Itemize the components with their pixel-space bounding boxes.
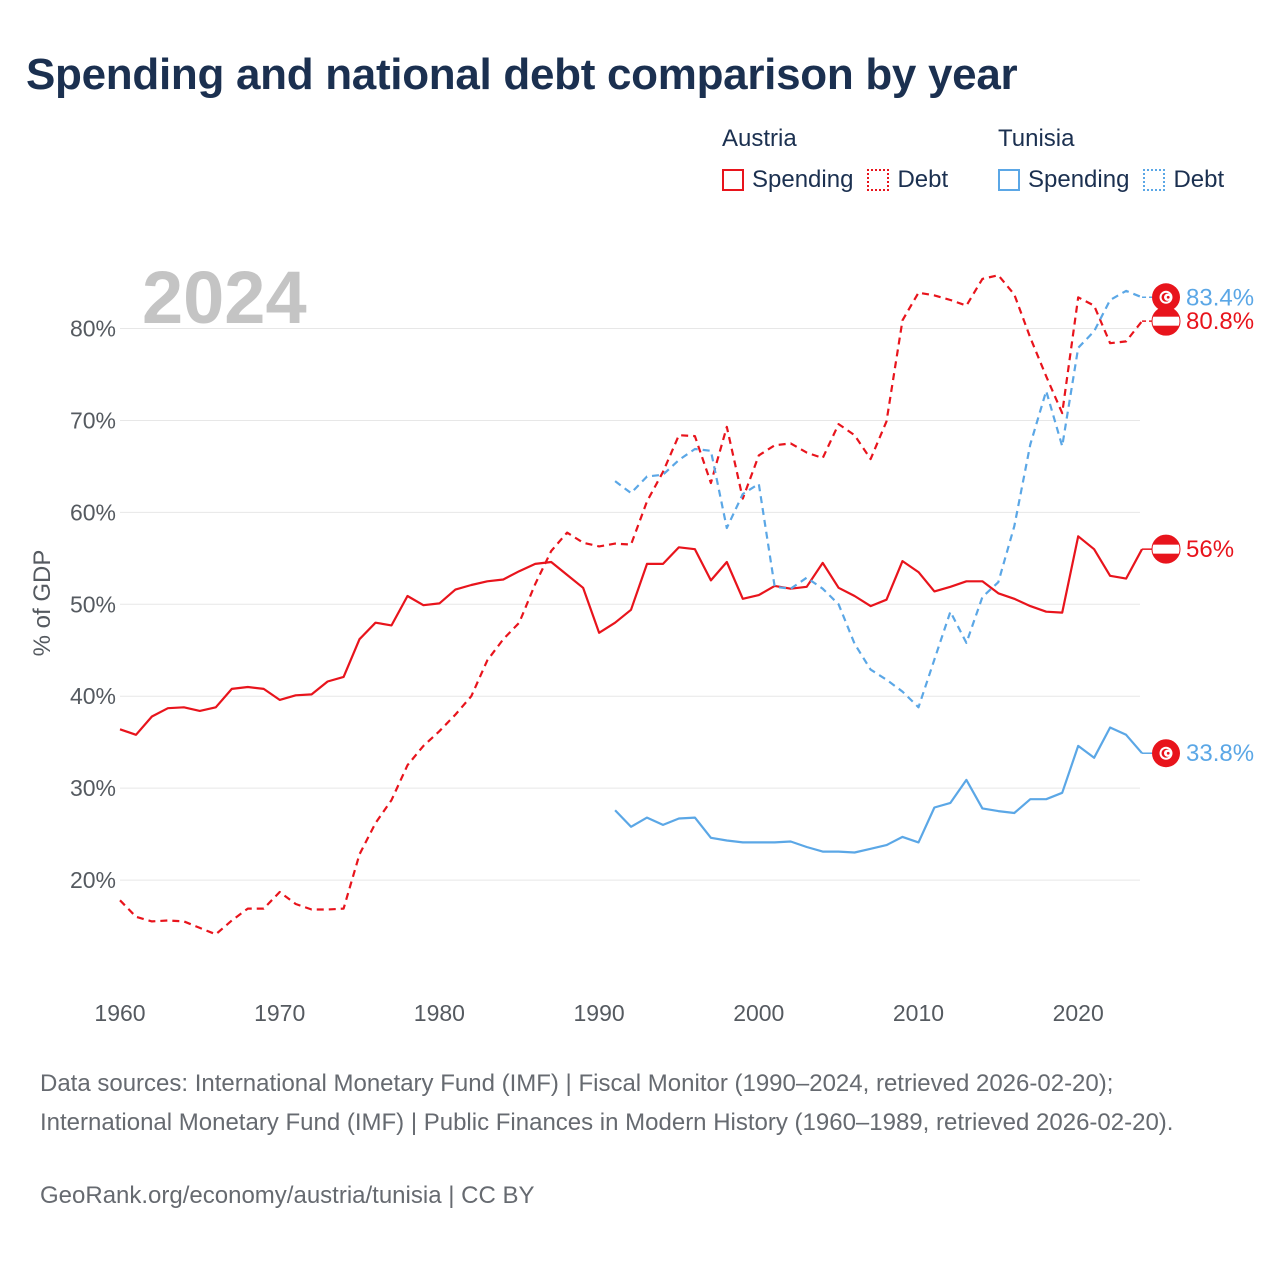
austria-flag-icon xyxy=(1151,534,1181,564)
legend-item-austria-debt[interactable]: Debt xyxy=(867,166,948,194)
legend-label: Spending xyxy=(752,166,854,193)
x-tick-label: 1990 xyxy=(573,1000,624,1026)
legend-label: Spending xyxy=(1028,166,1130,193)
legend-swatch-solid-icon xyxy=(722,169,744,191)
year-watermark: 2024 xyxy=(142,256,307,339)
end-value-label: 83.4% xyxy=(1186,284,1254,311)
series-lines xyxy=(119,274,1143,936)
legend-group-austria: Austria Spending Debt xyxy=(722,124,948,194)
y-tick-label: 70% xyxy=(70,407,116,433)
y-tick-label: 50% xyxy=(70,591,116,617)
legend-item-austria-spending[interactable]: Spending xyxy=(722,166,853,194)
legend-label: Debt xyxy=(897,166,949,193)
legend-group-tunisia: Tunisia Spending Debt xyxy=(998,124,1224,194)
legend-group-name: Austria xyxy=(722,125,797,152)
legend-group-name: Tunisia xyxy=(998,125,1075,152)
y-axis-label: % of GDP xyxy=(29,550,56,657)
x-tick-label: 2010 xyxy=(893,1000,944,1026)
y-tick-label: 20% xyxy=(70,867,116,893)
y-tick-label: 30% xyxy=(70,775,116,801)
x-tick-label: 1980 xyxy=(414,1000,465,1026)
legend-swatch-dotted-icon xyxy=(867,169,890,191)
y-tick-label: 40% xyxy=(70,683,116,709)
series-line-tunisia-debt[interactable] xyxy=(614,289,1143,709)
x-tick-label: 1970 xyxy=(254,1000,305,1026)
y-tick-label: 60% xyxy=(70,499,116,525)
chart-title: Spending and national debt comparison by… xyxy=(26,50,1018,99)
tunisia-flag-icon xyxy=(1152,739,1180,768)
end-value-label: 33.8% xyxy=(1186,740,1254,767)
tunisia-flag-icon xyxy=(1152,283,1180,312)
end-markers: 56% 80.8% 33.8% 83.4% xyxy=(1142,283,1254,768)
austria-flag-icon xyxy=(1151,306,1181,336)
legend-swatch-solid-icon xyxy=(998,169,1020,191)
x-tick-label: 2000 xyxy=(733,1000,784,1026)
end-value-label: 56% xyxy=(1186,536,1234,563)
source-note: Data sources: International Monetary Fun… xyxy=(40,1070,1174,1136)
legend-item-tunisia-debt[interactable]: Debt xyxy=(1143,166,1224,194)
x-tick-label: 2020 xyxy=(1053,1000,1104,1026)
end-value-label: 80.8% xyxy=(1186,308,1254,335)
series-line-tunisia-spending[interactable] xyxy=(614,726,1143,854)
x-tick-label: 1960 xyxy=(94,1000,145,1026)
legend-item-tunisia-spending[interactable]: Spending xyxy=(998,166,1129,194)
grid-lines xyxy=(120,328,1140,881)
y-axis-ticks: 20% 30% 40% 50% 60% 70% 80% xyxy=(70,316,116,894)
series-line-austria-spending[interactable] xyxy=(119,535,1143,736)
chart-area: 2024 20%30%40%50%60%70%80% 1960 1970 1980 1… xyxy=(29,256,1254,1026)
x-axis-ticks: 1960 1970 1980 1990 2000 2010 2020 xyxy=(94,1000,1103,1026)
credit-link[interactable]: GeoRank.org/economy/austria/tunisia | CC… xyxy=(40,1182,535,1209)
y-tick-label: 80% xyxy=(70,316,116,342)
legend-label: Debt xyxy=(1173,166,1225,193)
legend-swatch-dotted-icon xyxy=(1143,169,1166,191)
